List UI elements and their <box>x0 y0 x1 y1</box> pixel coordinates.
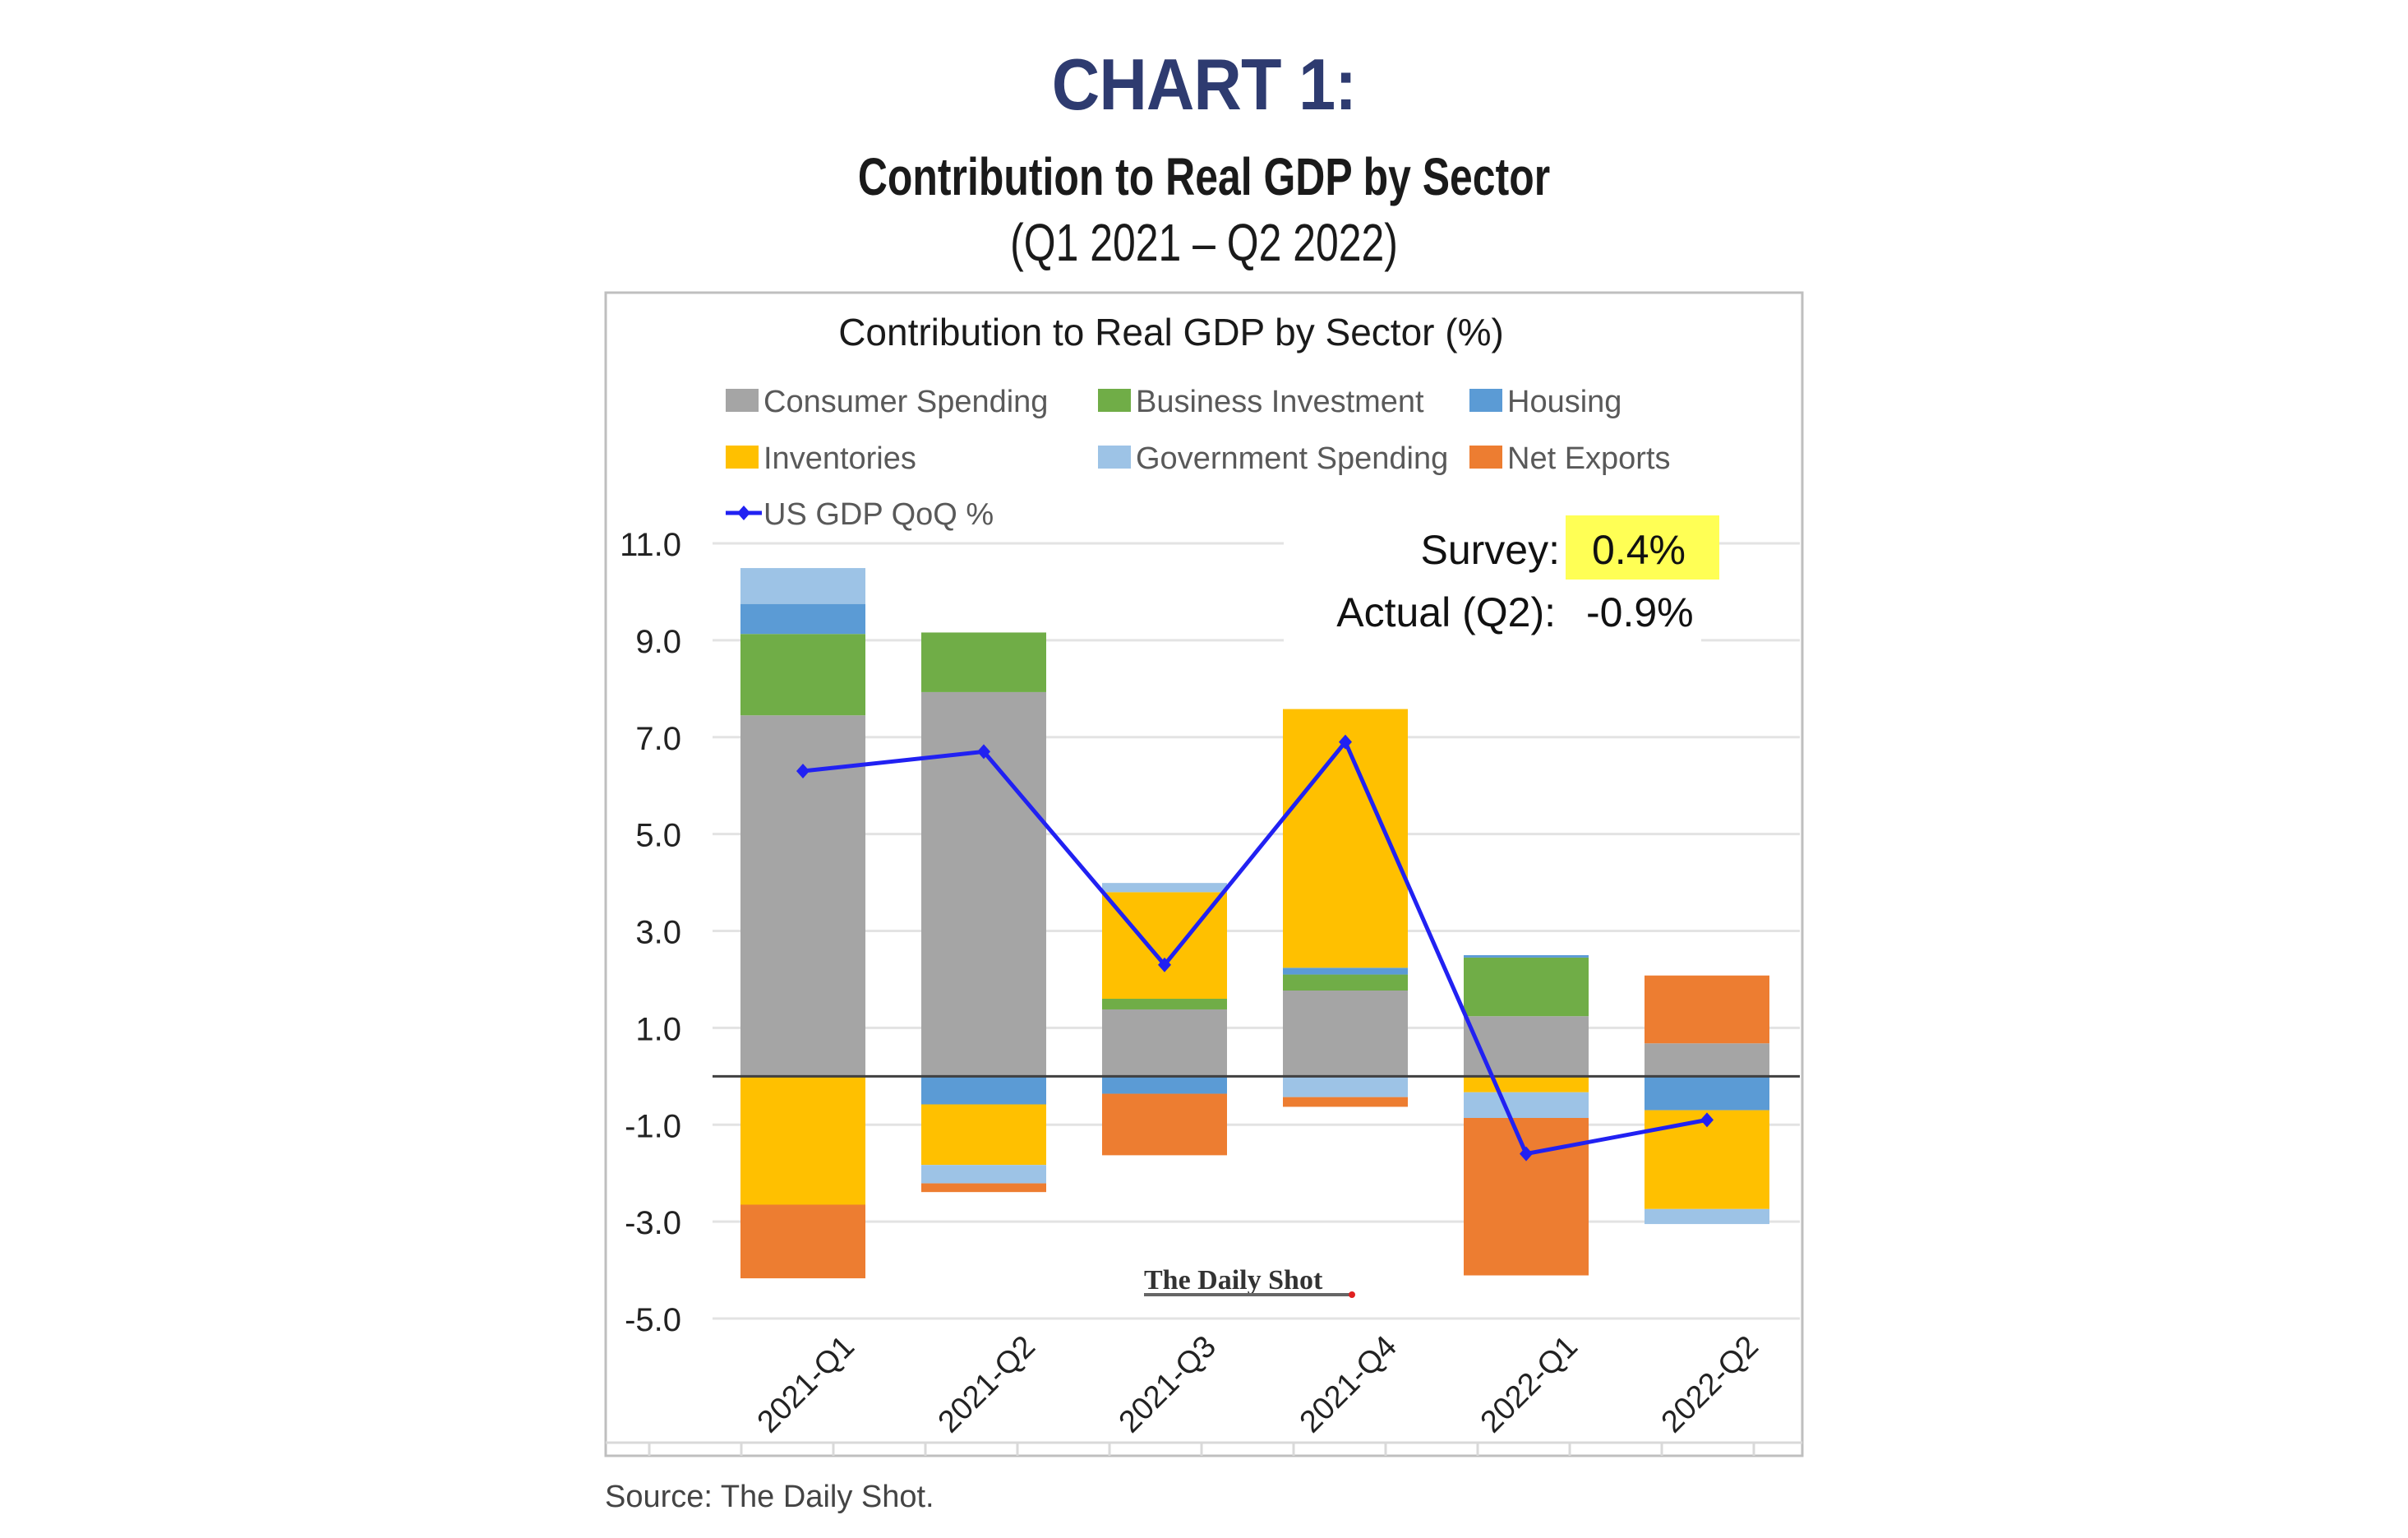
stacked-bars <box>740 568 1769 1279</box>
gridlines <box>713 542 1800 1320</box>
legend-swatch-inventories <box>726 446 759 469</box>
legend-label: US GDP QoQ % <box>763 497 994 532</box>
legend-label: Net Exports <box>1507 441 1671 476</box>
survey-highlight <box>1566 515 1719 580</box>
bar-segment-housing <box>1102 1076 1227 1094</box>
legend-label: Business Investment <box>1136 385 1424 419</box>
y-axis: 11.0 9.0 7.0 5.0 3.0 1.0 -1.0 -3.0 -5.0 <box>620 527 681 1338</box>
bar-segment-government-spending <box>1464 1092 1589 1118</box>
bar-segment-business-investment <box>1464 957 1589 1017</box>
bar-segment-housing <box>1464 954 1589 958</box>
y-tick-label: -5.0 <box>625 1302 681 1338</box>
y-tick-label: 1.0 <box>635 1011 681 1047</box>
bar-segment-government-spending <box>1102 883 1227 893</box>
bar-segment-business-investment <box>740 634 865 716</box>
watermark-text: The Daily Shot <box>1144 1265 1323 1296</box>
bar-segment-net-exports <box>740 1204 865 1279</box>
survey-value: 0.4% <box>1592 527 1686 573</box>
y-tick-label: 11.0 <box>620 527 681 563</box>
legend-label: Consumer Spending <box>763 385 1048 419</box>
y-tick-label: 5.0 <box>635 818 681 854</box>
survey-label: Survey: <box>1420 527 1560 573</box>
bar-segment-net-exports <box>1283 1097 1408 1107</box>
bottom-tick-marks <box>648 1443 1755 1456</box>
bar-segment-consumer-spending <box>1283 990 1408 1077</box>
gdp-line-path <box>802 737 1708 1157</box>
bar-segment-net-exports <box>921 1183 1046 1193</box>
legend-label: Inventories <box>763 441 916 476</box>
source-note: Source: The Daily Shot. <box>605 1480 934 1514</box>
legend-swatch-government-spending <box>1098 446 1131 469</box>
bar-segment-business-investment <box>1102 999 1227 1009</box>
legend-label: Government Spending <box>1136 441 1448 476</box>
y-tick-label: 3.0 <box>635 915 681 951</box>
y-tick-label: 7.0 <box>635 721 681 757</box>
gdp-line-point <box>1158 957 1171 972</box>
bar-segment-government-spending <box>1283 1076 1408 1097</box>
bar-segment-inventories <box>921 1104 1046 1166</box>
gdp-line-point <box>1339 734 1352 750</box>
figure-subtitle: Contribution to Real GDP by Sector <box>857 147 1551 206</box>
watermark-dot <box>1349 1291 1355 1298</box>
actual-label: Actual (Q2): <box>1336 589 1556 635</box>
legend-swatch-housing <box>1469 389 1502 412</box>
gdp-line-point <box>1520 1146 1533 1162</box>
legend-label: Housing <box>1507 385 1621 419</box>
legend-diamond-marker <box>737 506 750 520</box>
bar-segment-net-exports <box>1464 1117 1589 1276</box>
legend-swatch-consumer-spending <box>726 389 759 412</box>
bar-segment-business-investment <box>921 632 1046 692</box>
bar-segment-inventories <box>1102 892 1227 1000</box>
chart-title: Contribution to Real GDP by Sector (%) <box>838 311 1504 353</box>
bar-segment-housing <box>1645 1076 1769 1111</box>
y-tick-label: -1.0 <box>625 1108 681 1144</box>
gdp-line-point <box>977 744 990 760</box>
bar-segment-inventories <box>1464 1076 1589 1092</box>
bar-segment-housing <box>740 603 865 635</box>
bar-segment-net-exports <box>1645 975 1769 1044</box>
bar-segment-consumer-spending <box>1464 1016 1589 1077</box>
legend-swatch-business-investment <box>1098 389 1131 412</box>
bar-segment-government-spending <box>740 568 865 604</box>
bar-segment-business-investment <box>1283 974 1408 991</box>
actual-value: -0.9% <box>1586 589 1694 635</box>
bar-segment-housing <box>921 1076 1046 1105</box>
gdp-line-point <box>796 764 810 779</box>
bar-segment-government-spending <box>1645 1208 1769 1225</box>
figure-number-title: CHART 1: <box>1051 44 1357 125</box>
bar-segment-consumer-spending <box>1645 1043 1769 1077</box>
bar-segment-housing <box>1283 968 1408 975</box>
bar-segment-inventories <box>740 1076 865 1205</box>
gdp-qoq-line-series <box>796 734 1714 1162</box>
y-tick-label: 9.0 <box>635 624 681 660</box>
bar-segment-consumer-spending <box>1102 1009 1227 1077</box>
bar-segment-net-exports <box>1102 1093 1227 1156</box>
chart-legend: Consumer Spending Business Investment Hous… <box>726 385 1671 532</box>
bar-segment-government-spending <box>921 1165 1046 1184</box>
gdp-line-point <box>1700 1112 1714 1128</box>
y-tick-label: -3.0 <box>625 1205 681 1241</box>
figure-date-range: (Q1 2021 – Q2 2022) <box>1010 213 1398 272</box>
legend-swatch-net-exports <box>1469 446 1502 469</box>
daily-shot-watermark: The Daily Shot <box>1144 1265 1355 1298</box>
